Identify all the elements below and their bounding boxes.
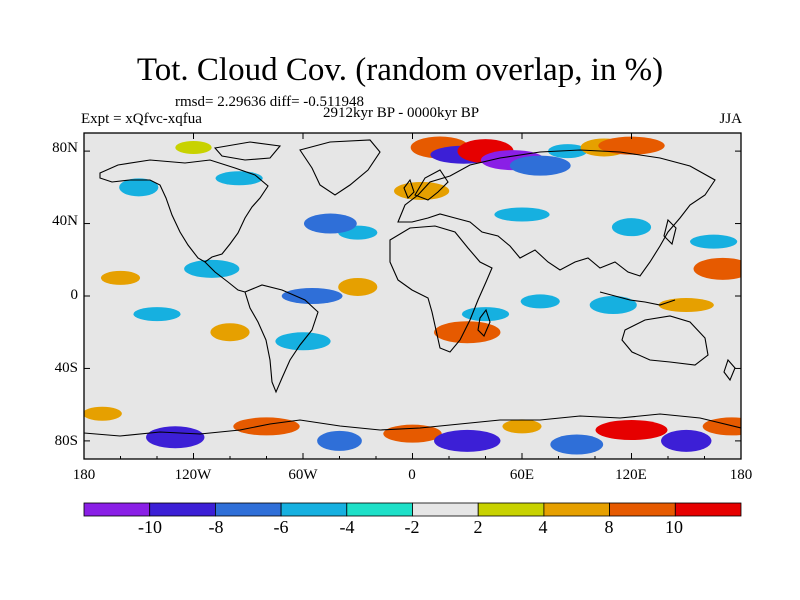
- colorbar-label-4: 4: [538, 517, 548, 537]
- coast-japan: [663, 218, 677, 246]
- x-tick-label-180w: 180: [72, 467, 96, 483]
- anomaly-patch: [383, 424, 442, 443]
- coast-eurasia: [397, 149, 716, 277]
- anomaly-patch: [175, 140, 212, 154]
- coast-new-zealand: [723, 358, 736, 382]
- anomaly-patch: [461, 307, 510, 322]
- experiment-label: Expt = xQfvc-xqfua: [81, 111, 202, 127]
- axis-ticks: [83, 133, 742, 459]
- colorbar-swatch: [412, 502, 479, 517]
- colorbar-swatch: [280, 502, 348, 517]
- anomaly-patch: [84, 406, 122, 421]
- anomaly-patch: [550, 434, 604, 455]
- x-tick-label-0: 0: [408, 467, 416, 483]
- anomaly-patch: [133, 307, 181, 322]
- y-tick-label-40s: 40S: [54, 360, 78, 376]
- anomaly-patch: [502, 419, 542, 434]
- plot-background: [84, 133, 741, 459]
- colorbar-label-m8: -8: [208, 517, 224, 537]
- colorbar-swatch: [674, 502, 742, 517]
- anomaly-patch: [598, 136, 665, 155]
- colorbar-swatch: [543, 502, 611, 517]
- colorbar-swatch: [214, 502, 282, 517]
- anomaly-patch: [434, 321, 501, 344]
- y-tick-label-40n: 40N: [52, 213, 78, 229]
- x-tick-label-180e: 180: [729, 467, 753, 483]
- colorbar-swatch: [609, 502, 676, 517]
- x-tick-label-120e: 120E: [615, 467, 647, 483]
- colorbar-label-10: 10: [665, 517, 683, 537]
- coast-scandinavia: [414, 169, 449, 201]
- anomaly-patch: [233, 417, 300, 436]
- anomaly-patch: [702, 417, 741, 436]
- coast-greenland: [299, 139, 381, 196]
- anomaly-patch: [509, 155, 571, 176]
- coast-indonesia: [599, 291, 676, 306]
- anomaly-patch: [611, 218, 652, 237]
- coast-arctic-islands: [213, 141, 282, 161]
- y-tick-label-80s: 80S: [54, 433, 78, 449]
- anomaly-patch: [434, 429, 501, 452]
- anomaly-patch: [338, 277, 378, 296]
- colorbar-swatch: [83, 502, 151, 517]
- anomaly-patch: [215, 171, 263, 186]
- map-title: Tot. Cloud Cov. (random overlap, in %): [136, 52, 664, 88]
- anomaly-patch: [119, 178, 159, 197]
- colorbar-swatch: [149, 502, 216, 517]
- anomaly-patch: [658, 298, 714, 313]
- colorbar-label-2: 2: [473, 517, 483, 537]
- colorbar-label-m6: -6: [273, 517, 289, 537]
- anomaly-patch: [589, 296, 637, 315]
- coast-central-america: [204, 261, 246, 293]
- anomaly-patch: [146, 426, 205, 449]
- x-tick-label-60w: 60W: [288, 467, 318, 483]
- anomaly-patch: [210, 323, 250, 342]
- colorbar: [83, 502, 742, 517]
- x-tick-label-120w: 120W: [174, 467, 212, 483]
- anomaly-patch: [281, 288, 343, 304]
- anomaly-patch: [494, 207, 550, 222]
- anomaly-patch: [661, 429, 712, 452]
- colorbar-label-m2: -2: [404, 517, 420, 537]
- y-tick-label-0: 0: [70, 287, 79, 303]
- colorbar-label-m10: -10: [138, 517, 162, 537]
- anomaly-patch: [693, 257, 741, 280]
- anomaly-patch: [690, 234, 738, 249]
- anomaly-patch: [520, 294, 560, 309]
- y-tick-label-80n: 80N: [52, 140, 78, 156]
- coast-antarctica: [84, 413, 741, 437]
- season-label: JJA: [719, 111, 742, 127]
- coast-south-america: [244, 284, 319, 394]
- coast-africa: [389, 225, 493, 353]
- period-label: 2912kyr BP - 0000kyr BP: [323, 105, 480, 121]
- coastlines: [84, 139, 741, 437]
- colorbar-swatch: [346, 502, 413, 517]
- anomaly-patch: [303, 213, 357, 234]
- coast-madagascar: [477, 308, 491, 337]
- anomaly-patch: [317, 430, 362, 451]
- anomaly-patch: [595, 420, 668, 441]
- colorbar-swatch: [477, 502, 545, 517]
- anomaly-patch: [100, 270, 141, 285]
- colorbar-label-8: 8: [604, 517, 614, 537]
- x-tick-label-60e: 60E: [509, 467, 535, 483]
- coast-australia: [621, 315, 709, 366]
- coast-britain: [403, 178, 415, 199]
- colorbar-label-m4: -4: [339, 517, 355, 537]
- stats-label: rmsd= 2.29636 diff= -0.511948: [175, 94, 364, 110]
- coast-north-america: [99, 159, 269, 263]
